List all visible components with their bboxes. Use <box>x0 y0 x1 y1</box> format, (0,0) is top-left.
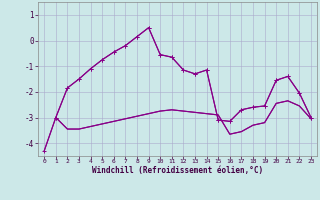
X-axis label: Windchill (Refroidissement éolien,°C): Windchill (Refroidissement éolien,°C) <box>92 166 263 175</box>
